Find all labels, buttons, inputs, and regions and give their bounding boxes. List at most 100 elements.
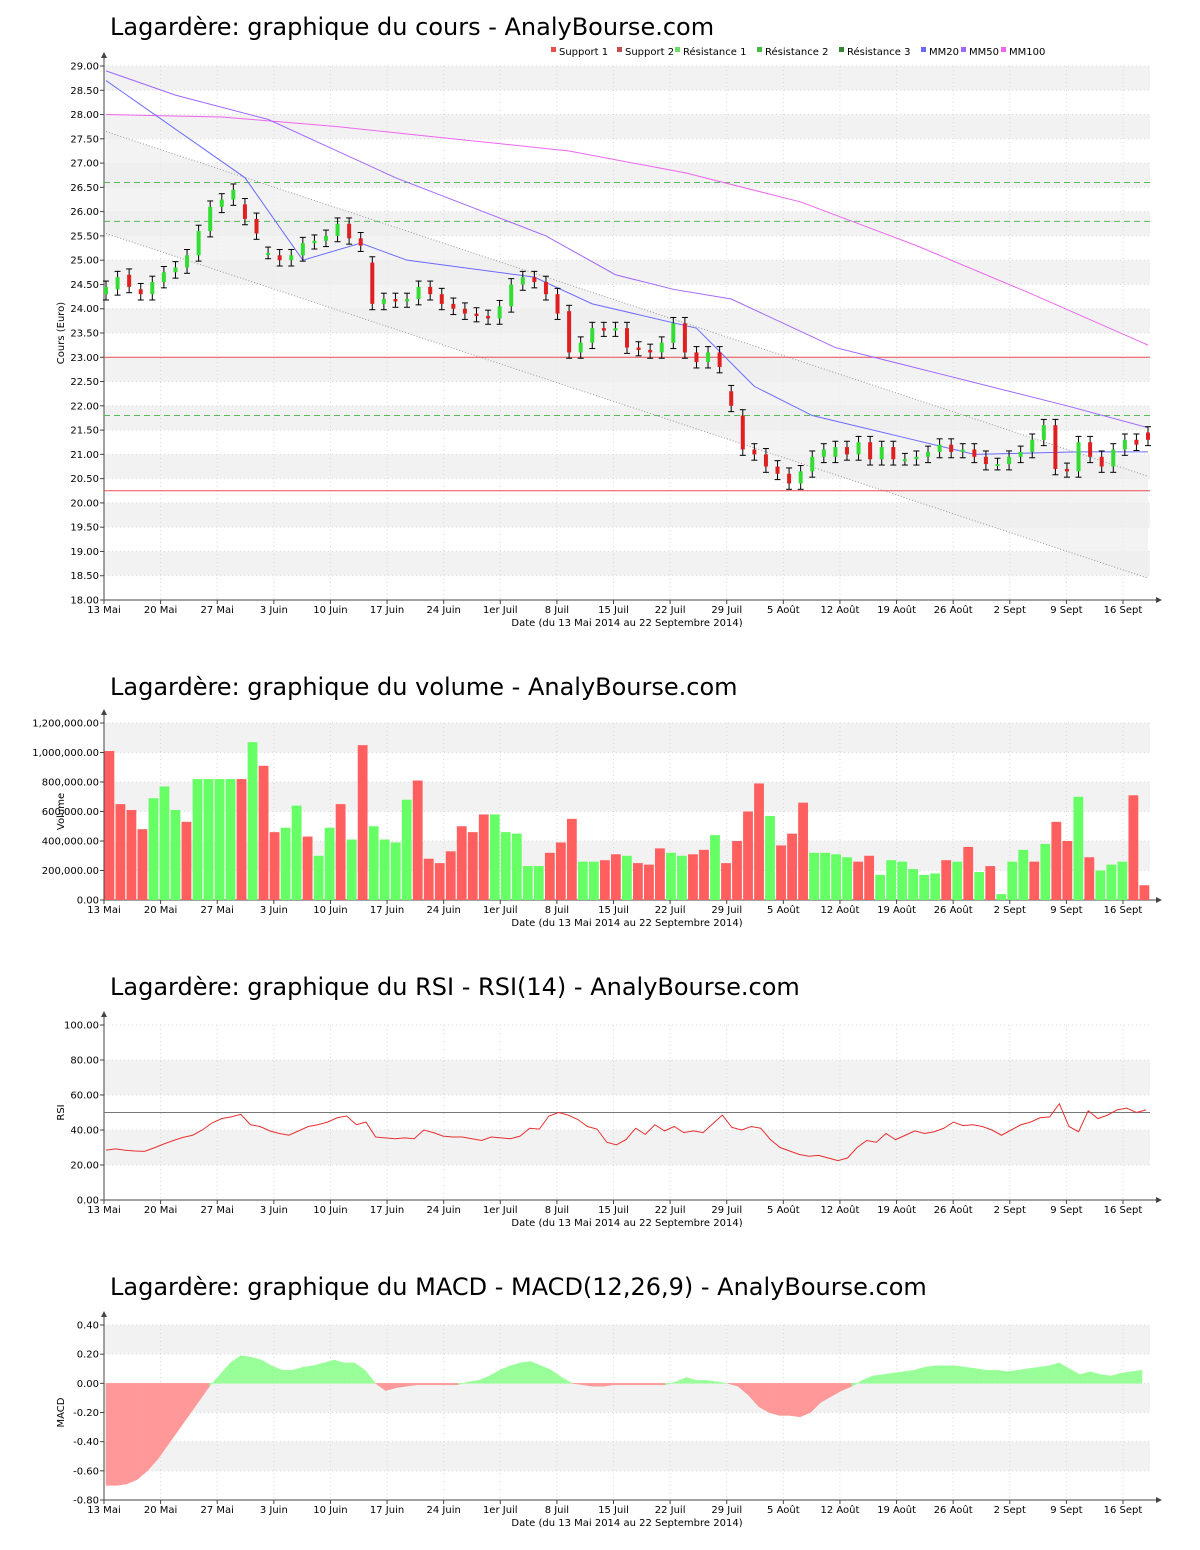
candle-body: [1111, 449, 1116, 467]
macd-area-segment: [416, 1383, 428, 1386]
candle-body: [1018, 451, 1023, 457]
volume-bar: [346, 839, 357, 900]
candle-body: [717, 352, 722, 367]
price-xtick-label: 16 Sept: [1104, 605, 1143, 616]
candle-body: [1099, 456, 1104, 467]
macd-area-segment: [1069, 1368, 1081, 1384]
volume-ytick-label: 400,000.00: [42, 837, 99, 848]
macd-grid-band: [104, 1325, 1150, 1355]
rsi-xtick-label: 27 Mai: [201, 1205, 234, 1216]
volume-bar: [324, 827, 335, 900]
rsi-xtick-label: 24 Juin: [427, 1205, 461, 1216]
mm100-line: [105, 114, 1149, 346]
candle-body: [520, 277, 525, 285]
volume-bar: [919, 874, 930, 900]
price-xtick-label: 19 Août: [877, 604, 916, 616]
price-xtick-label: 13 Mai: [87, 605, 120, 616]
candle-body: [104, 286, 108, 295]
rsi-panel: Lagardère: graphique du RSI - RSI(14) - …: [56, 973, 1162, 1229]
price-ytick-label: 20.00: [70, 498, 99, 509]
candle-body: [937, 444, 942, 452]
candle-body: [590, 328, 595, 343]
candle-body: [1088, 442, 1093, 457]
macd-area-segment: [634, 1383, 645, 1386]
volume-bar: [908, 869, 919, 900]
volume-bar: [732, 841, 742, 900]
price-channel-band: [106, 131, 1148, 579]
macd-area-segment: [872, 1374, 884, 1384]
rsi-ytick-label: 80.00: [70, 1056, 99, 1067]
macd-xtick-label: 15 Juil: [598, 1505, 629, 1516]
rsi-grid-band: [104, 1130, 1150, 1165]
price-ytick-label: 19.00: [70, 547, 99, 558]
candle-body: [983, 456, 988, 465]
candle-body: [798, 471, 803, 484]
volume-y-axis-arrow: [101, 709, 107, 715]
volume-bar: [489, 814, 500, 900]
volume-bar: [710, 835, 720, 900]
candle-body: [1041, 425, 1046, 440]
candle-body: [1134, 439, 1139, 445]
price-xtick-label: 9 Sept: [1050, 605, 1082, 616]
candle-body: [844, 447, 849, 455]
macd-area-segment: [893, 1371, 904, 1384]
macd-area-segment: [147, 1383, 159, 1472]
candle-body: [173, 267, 178, 273]
price-xtick-label: 20 Mai: [144, 605, 177, 616]
volume-bar: [555, 842, 566, 900]
macd-area-segment: [1089, 1371, 1101, 1384]
legend-label: MM50: [969, 47, 999, 58]
candle-body: [312, 240, 317, 244]
price-ytick-label: 26.00: [70, 207, 99, 218]
volume-xtick-label: 26 Août: [934, 904, 973, 916]
rsi-title: Lagardère: graphique du RSI - RSI(14) - …: [110, 973, 800, 1001]
macd-xtick-label: 8 Juil: [545, 1505, 569, 1516]
price-ytick-label: 24.00: [70, 304, 99, 315]
legend-label: Résistance 2: [765, 46, 828, 58]
candle-body: [740, 415, 745, 450]
rsi-ylabel: RSI: [56, 1104, 67, 1120]
macd-area-segment: [1007, 1369, 1018, 1384]
volume-bar: [1128, 795, 1139, 900]
rsi-xtick-label: 15 Juil: [598, 1205, 629, 1216]
volume-bar: [1029, 861, 1040, 900]
volume-bar: [225, 779, 236, 900]
volume-bar: [423, 858, 434, 900]
macd-area-segment: [520, 1361, 532, 1384]
candle-body: [1076, 442, 1081, 472]
legend-swatch: [961, 47, 966, 52]
macd-area-segment: [779, 1383, 791, 1416]
candle-body: [775, 466, 780, 474]
macd-ytick-label: -0.60: [73, 1466, 99, 1477]
volume-bar: [688, 854, 698, 900]
volume-bar: [853, 861, 864, 900]
macd-area-segment: [654, 1383, 666, 1386]
volume-bar: [721, 863, 731, 900]
candle-body: [891, 447, 896, 460]
volume-grid-band: [104, 782, 1150, 812]
volume-ytick-label: 0.00: [77, 896, 99, 907]
legend-label: MM100: [1009, 47, 1045, 58]
price-xtick-label: 5 Août: [767, 604, 800, 616]
macd-area-segment: [540, 1365, 552, 1384]
volume-bar: [699, 849, 709, 900]
candle-body: [1030, 439, 1035, 452]
rsi-xtick-label: 16 Sept: [1104, 1205, 1143, 1216]
candle-body: [451, 303, 456, 309]
volume-bar: [621, 855, 632, 900]
macd-area-segment: [230, 1355, 241, 1384]
volume-bar: [434, 863, 445, 900]
volume-bar: [577, 861, 588, 900]
candle-body: [532, 277, 537, 283]
candle-body: [879, 447, 884, 460]
rsi-xtick-label: 2 Sept: [994, 1205, 1026, 1216]
macd-area-segment: [551, 1369, 563, 1384]
volume-bar: [291, 805, 302, 900]
macd-xtick-label: 24 Juin: [427, 1505, 461, 1516]
macd-xtick-label: 3 Juin: [260, 1505, 288, 1516]
volume-bar: [126, 810, 137, 900]
macd-xtick-label: 12 Août: [820, 1504, 859, 1516]
volume-bar: [335, 804, 346, 900]
macd-area-segment: [768, 1383, 780, 1416]
price-xtick-label: 12 Août: [820, 604, 859, 616]
